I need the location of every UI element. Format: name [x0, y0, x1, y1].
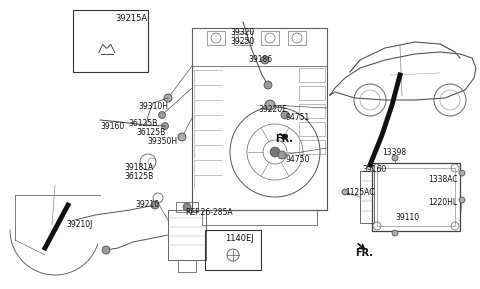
- Bar: [205, 230, 261, 270]
- Circle shape: [265, 100, 275, 110]
- Circle shape: [392, 155, 398, 161]
- Circle shape: [151, 201, 159, 209]
- Circle shape: [270, 147, 280, 157]
- Text: 36125B: 36125B: [124, 172, 153, 181]
- Text: 39160: 39160: [362, 165, 386, 174]
- Circle shape: [183, 203, 191, 211]
- Text: FR.: FR.: [275, 134, 293, 144]
- Bar: [299, 122, 325, 136]
- Text: 1338AC: 1338AC: [428, 175, 457, 184]
- Circle shape: [459, 197, 465, 203]
- Text: 39210: 39210: [135, 200, 159, 209]
- Bar: [73, 10, 148, 72]
- Circle shape: [178, 133, 186, 141]
- Bar: [202, 210, 317, 225]
- Circle shape: [158, 112, 166, 118]
- Text: 1125AC: 1125AC: [345, 188, 374, 197]
- Bar: [192, 28, 327, 210]
- Circle shape: [264, 81, 272, 89]
- Text: 13398: 13398: [382, 148, 406, 157]
- Bar: [176, 202, 198, 212]
- Text: 39186: 39186: [248, 55, 272, 64]
- Circle shape: [278, 151, 286, 159]
- Bar: [377, 168, 455, 226]
- Bar: [288, 31, 306, 45]
- Text: 39220E: 39220E: [258, 105, 287, 114]
- Text: REF.26-285A: REF.26-285A: [185, 208, 233, 217]
- Circle shape: [459, 170, 465, 176]
- Text: 39320: 39320: [230, 28, 254, 37]
- Circle shape: [281, 111, 289, 119]
- Circle shape: [392, 230, 398, 236]
- Text: FR.: FR.: [355, 248, 373, 258]
- Text: 94751: 94751: [285, 113, 309, 122]
- Bar: [372, 163, 460, 231]
- Text: 39160: 39160: [100, 122, 124, 131]
- Text: 39310H: 39310H: [138, 102, 168, 111]
- Circle shape: [261, 56, 269, 64]
- Text: 39215A: 39215A: [115, 14, 147, 23]
- Text: 39350H: 39350H: [147, 137, 177, 146]
- Circle shape: [164, 94, 172, 102]
- Bar: [207, 31, 225, 45]
- Circle shape: [102, 246, 110, 254]
- Bar: [360, 171, 374, 223]
- Text: 1140EJ: 1140EJ: [225, 234, 254, 243]
- Bar: [234, 31, 252, 45]
- Text: 36125B: 36125B: [128, 119, 157, 128]
- Text: 39181A: 39181A: [124, 163, 153, 172]
- Circle shape: [342, 189, 348, 195]
- Text: 94750: 94750: [285, 155, 310, 164]
- Bar: [178, 260, 196, 272]
- Bar: [299, 68, 325, 82]
- Text: 39250: 39250: [230, 37, 254, 46]
- Text: 39210J: 39210J: [66, 220, 92, 229]
- Text: 39110: 39110: [395, 213, 419, 222]
- Bar: [192, 28, 327, 66]
- Bar: [168, 210, 206, 260]
- Circle shape: [161, 123, 168, 129]
- Bar: [299, 86, 325, 100]
- Bar: [261, 31, 279, 45]
- Text: 1220HL: 1220HL: [428, 198, 457, 207]
- Bar: [299, 140, 325, 154]
- Text: 36125B: 36125B: [136, 128, 165, 137]
- Bar: [299, 104, 325, 118]
